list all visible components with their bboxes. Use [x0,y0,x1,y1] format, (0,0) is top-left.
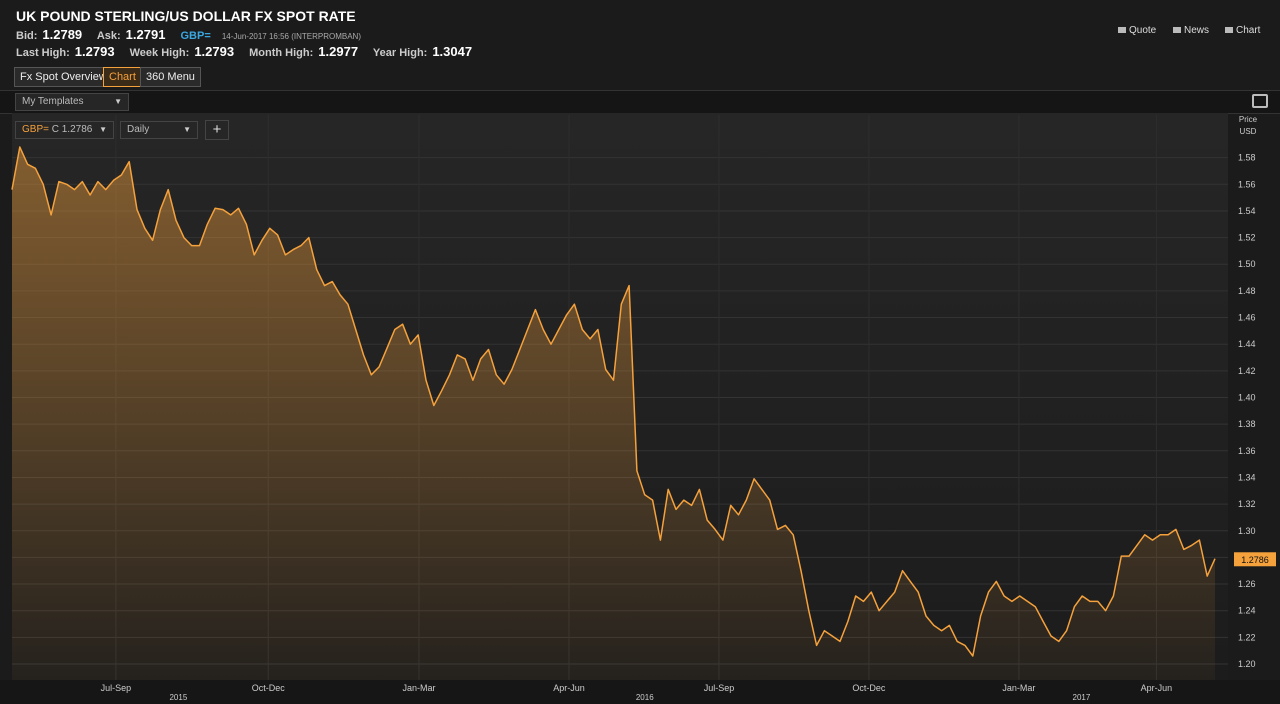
high-value: 1.2793 [74,44,115,59]
y-tick-label: 1.34 [1238,472,1256,482]
year-label: 2017 [1073,693,1091,702]
last-value-box [1234,552,1276,567]
x-axis-band [0,680,1280,704]
tab[interactable]: Fx Spot Overview [14,67,113,87]
last-value-label: 1.2786 [1241,555,1269,565]
x-tick-label: Jul-Sep [704,683,735,693]
high-value: 1.2977 [318,44,359,59]
high-label: Month High: [249,47,314,59]
year-label: 2016 [636,693,654,702]
y-tick-label: 1.20 [1238,659,1256,669]
price-line [11,146,1216,657]
bid-value: 1.2789 [42,27,83,42]
high-value: 1.3047 [432,44,473,59]
tab[interactable]: Chart [103,67,142,87]
y-tick-label: 1.44 [1238,339,1256,349]
area-fill [12,147,1215,680]
add-button[interactable]: + [205,120,229,140]
high-label: Last High: [16,47,70,59]
quote-link[interactable]: Quote [1118,25,1156,36]
instrument-dropdown[interactable]: GBP= C 1.2786 [15,121,114,139]
timestamp: 14-Jun-2017 16:56 (INTERPROMBAN) [221,32,361,41]
y-tick-label: 1.48 [1238,286,1256,296]
chart: 1.201.221.241.261.281.301.321.341.361.38… [0,113,1280,704]
y-tick-label: 1.24 [1238,606,1256,616]
templates-dropdown[interactable]: My Templates [15,93,129,111]
tab[interactable]: 360 Menu [140,67,201,87]
ask-value: 1.2791 [125,27,166,42]
instrument-field: C 1.2786 [51,124,93,135]
axis-title: Price [1239,115,1258,124]
y-tick-label: 1.56 [1238,179,1256,189]
x-tick-label: Apr-Jun [553,683,585,693]
x-tick-label: Apr-Jun [1141,683,1173,693]
y-tick-label: 1.36 [1238,446,1256,456]
year-label: 2015 [169,693,187,702]
y-tick-label: 1.32 [1238,499,1256,509]
y-tick-label: 1.22 [1238,632,1256,642]
high-value: 1.2793 [194,44,235,59]
toolbar [0,90,1280,114]
y-tick-label: 1.50 [1238,259,1256,269]
y-tick-label: 1.40 [1238,393,1256,403]
x-tick-label: Oct-Dec [252,683,286,693]
title: UK POUND STERLING/US DOLLAR FX SPOT RATE [16,8,356,24]
high-row: Last High: 1.2793 Week High: 1.2793 Month … [16,44,484,59]
y-tick-label: 1.38 [1238,419,1256,429]
x-tick-label: Jan-Mar [402,683,435,693]
x-tick-label: Jan-Mar [1002,683,1035,693]
instrument: GBP= [22,124,49,135]
y-tick-label: 1.26 [1238,579,1256,589]
ask-label: Ask: [96,30,121,42]
high-label: Year High: [372,47,428,59]
news-link[interactable]: News [1173,25,1209,36]
interval-dropdown[interactable]: Daily [120,121,198,139]
bid-label: Bid: [16,30,38,42]
y-tick-label: 1.52 [1238,233,1256,243]
x-tick-label: Oct-Dec [852,683,886,693]
y-tick-label: 1.58 [1238,153,1256,163]
x-tick-label: Jul-Sep [101,683,132,693]
y-tick-label: 1.54 [1238,206,1256,216]
ric[interactable]: GBP= [180,30,211,42]
y-tick-label: 1.42 [1238,366,1256,376]
chart-link[interactable]: Chart [1225,25,1260,36]
quote-row: Bid: 1.2789 Ask: 1.2791 GBP= 14-Jun-2017 1… [16,27,361,42]
y-tick-label: 1.46 [1238,313,1256,323]
high-label: Week High: [129,47,190,59]
axis-title: USD [1240,127,1257,136]
print-icon[interactable] [1252,94,1268,108]
y-tick-label: 1.30 [1238,526,1256,536]
